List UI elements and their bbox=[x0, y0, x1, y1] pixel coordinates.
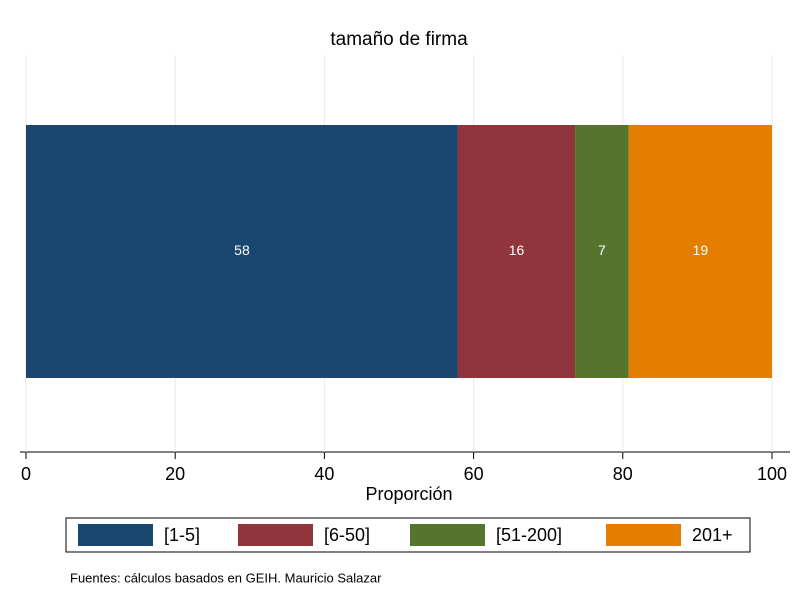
legend-label: [51-200] bbox=[496, 525, 562, 545]
data-label: 16 bbox=[509, 242, 525, 258]
x-tick-label: 0 bbox=[21, 464, 31, 484]
x-tick-label: 20 bbox=[165, 464, 185, 484]
data-label: 58 bbox=[234, 242, 250, 258]
chart-title: tamaño de firma bbox=[330, 29, 468, 50]
legend-label: [6-50] bbox=[324, 525, 370, 545]
bar-segment bbox=[575, 125, 629, 378]
bar-segment bbox=[457, 125, 576, 378]
bar-segment bbox=[628, 125, 772, 378]
data-label: 19 bbox=[693, 242, 709, 258]
legend-swatch bbox=[238, 524, 313, 546]
legend-label: [1-5] bbox=[164, 525, 200, 545]
legend-swatch bbox=[410, 524, 485, 546]
x-tick-label: 60 bbox=[464, 464, 484, 484]
legend-swatch bbox=[78, 524, 153, 546]
x-tick-label: 100 bbox=[757, 464, 787, 484]
legend-label: 201+ bbox=[692, 525, 733, 545]
bar-segment bbox=[26, 125, 458, 378]
data-label: 7 bbox=[598, 242, 606, 258]
note: Fuentes: cálculos basados en GEIH. Mauri… bbox=[70, 570, 382, 585]
x-tick-label: 80 bbox=[613, 464, 633, 484]
legend-swatch bbox=[606, 524, 681, 546]
x-axis-title: Proporción bbox=[365, 484, 452, 504]
x-tick-label: 40 bbox=[314, 464, 334, 484]
